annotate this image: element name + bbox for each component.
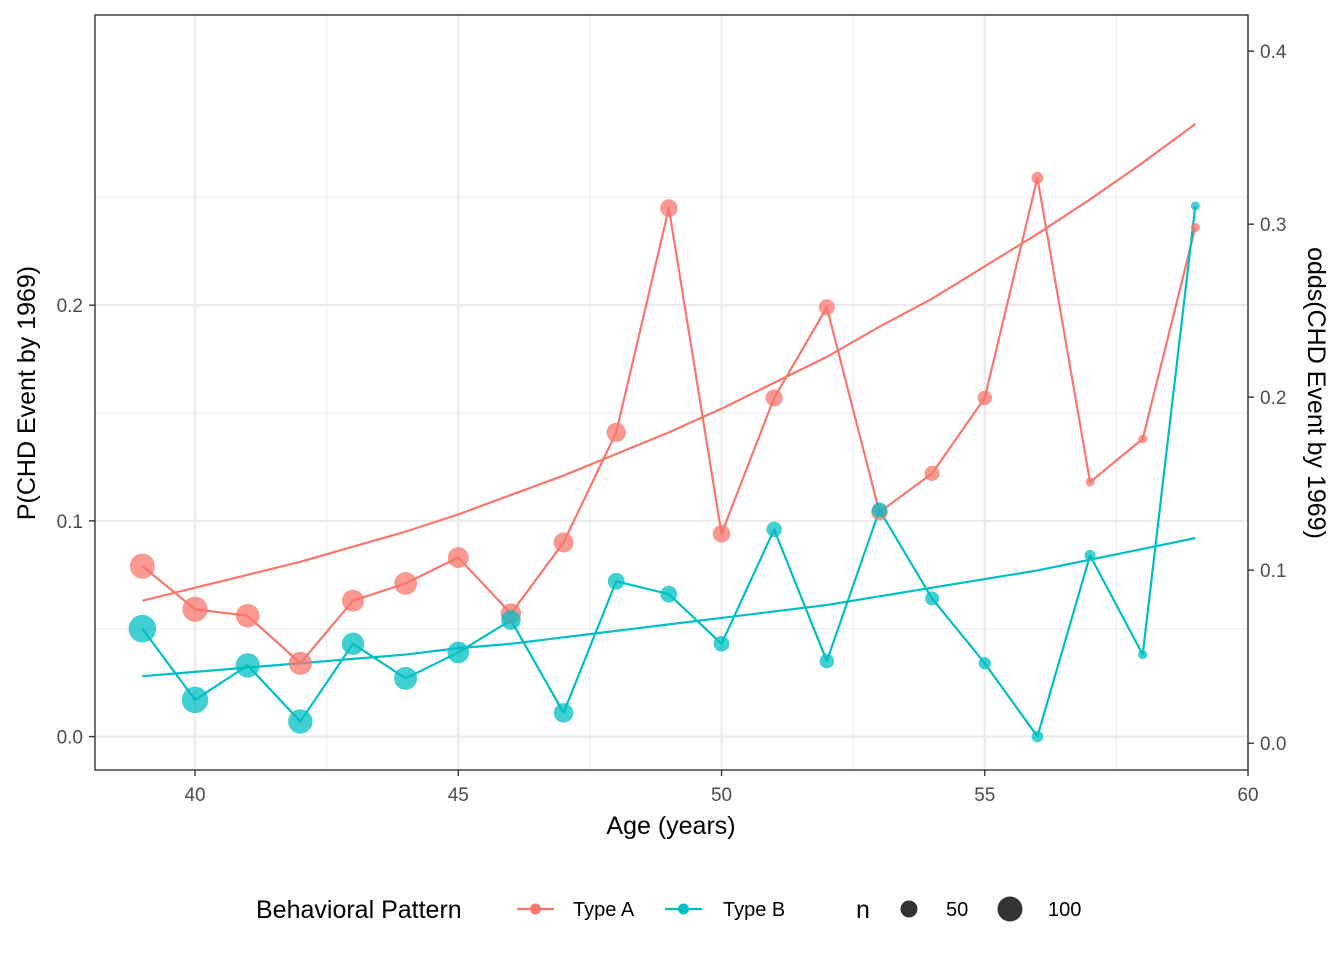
data-point-type-b [235, 653, 260, 678]
y-tick-label: 0.1 [57, 512, 83, 533]
data-point-type-b [925, 591, 940, 606]
fit-lines [142, 123, 1197, 678]
panel-border [94, 14, 1249, 771]
data-point-type-b [1190, 201, 1200, 211]
fit-line-type-b [142, 537, 1196, 678]
data-point-type-b [660, 585, 678, 603]
data-point-type-b [1084, 549, 1096, 561]
data-point-type-b [871, 502, 888, 518]
data-point-type-a [235, 603, 260, 628]
legend-key-type-a-point [530, 903, 541, 915]
legend-title: Behavioral Pattern [256, 896, 462, 924]
data-point-type-a [288, 651, 312, 675]
legend-label-type-b: Type B [723, 899, 785, 921]
data-point-type-b [553, 703, 574, 723]
y2-tick-label: 0.3 [1260, 215, 1286, 236]
data-point-type-a [660, 199, 678, 217]
data-point-type-b [341, 632, 365, 656]
legend-label-type-a: Type A [573, 899, 635, 921]
data-point-type-a [924, 465, 940, 481]
x-axis-title: Age (years) [606, 812, 735, 840]
data-point-type-b [1031, 730, 1044, 743]
data-point-type-b [128, 614, 157, 643]
data-point-type-b [819, 653, 835, 669]
x-tick-label: 40 [184, 785, 205, 806]
x-tick-label: 45 [448, 785, 469, 806]
legend-size-label-large: 100 [1048, 899, 1081, 921]
data-point-type-a [1085, 477, 1095, 487]
legend-key-type-b-point [678, 903, 689, 915]
y-axis-title: P(CHD Event by 1969) [13, 266, 41, 520]
data-point-type-a [1138, 434, 1148, 444]
data-point-type-a [341, 589, 365, 612]
legend-size-title: n [856, 896, 870, 924]
data-point-type-b [1138, 649, 1148, 660]
data-point-type-a [765, 389, 783, 407]
y2-tick-label: 0.0 [1260, 734, 1286, 755]
data-point-type-a [553, 532, 574, 553]
legend: Behavioral Pattern Type A Type B n 50 10… [256, 896, 1081, 924]
data-point-type-b [978, 657, 991, 670]
y-tick-label: 0.0 [57, 728, 83, 749]
x-tick-label: 60 [1237, 785, 1258, 806]
data-point-type-a [447, 547, 469, 568]
x-tick-label: 55 [974, 785, 995, 806]
data-point-type-a [1190, 222, 1200, 232]
legend-size-key-large [997, 896, 1023, 922]
x-tick-label: 50 [711, 785, 732, 806]
y-tick-label: 0.2 [57, 296, 83, 317]
y2-tick-label: 0.2 [1260, 388, 1286, 409]
data-points [128, 171, 1200, 743]
data-point-type-a [129, 553, 155, 579]
panel-background [95, 15, 1248, 770]
x-axis: 40 45 50 55 60 [184, 770, 1259, 806]
data-point-type-b [607, 572, 625, 590]
y-axis-right: 0.0 0.1 0.2 0.3 0.4 [1248, 42, 1287, 755]
data-point-type-a [606, 422, 626, 443]
y2-axis-title: odds(CHD Event by 1969) [1302, 247, 1330, 539]
y2-tick-label: 0.1 [1260, 561, 1286, 582]
y-axis-left: 0.0 0.1 0.2 [57, 296, 95, 749]
data-point-type-b [713, 635, 730, 652]
legend-size-label-small: 50 [946, 899, 968, 921]
data-point-type-b [288, 709, 313, 734]
data-point-type-a [182, 596, 208, 622]
data-point-type-a [712, 525, 731, 543]
data-point-type-a [394, 571, 418, 595]
data-point-type-a [1031, 171, 1044, 184]
data-point-type-b [501, 610, 521, 630]
data-point-type-a [977, 390, 993, 406]
data-point-type-b [394, 666, 418, 690]
y2-tick-label: 0.4 [1260, 42, 1287, 63]
data-point-type-b [766, 521, 782, 538]
data-point-type-b [181, 686, 209, 714]
legend-size-key-small [900, 900, 918, 918]
data-point-type-a [818, 299, 835, 316]
data-point-type-b [447, 641, 470, 664]
fit-line-type-a [142, 123, 1197, 602]
